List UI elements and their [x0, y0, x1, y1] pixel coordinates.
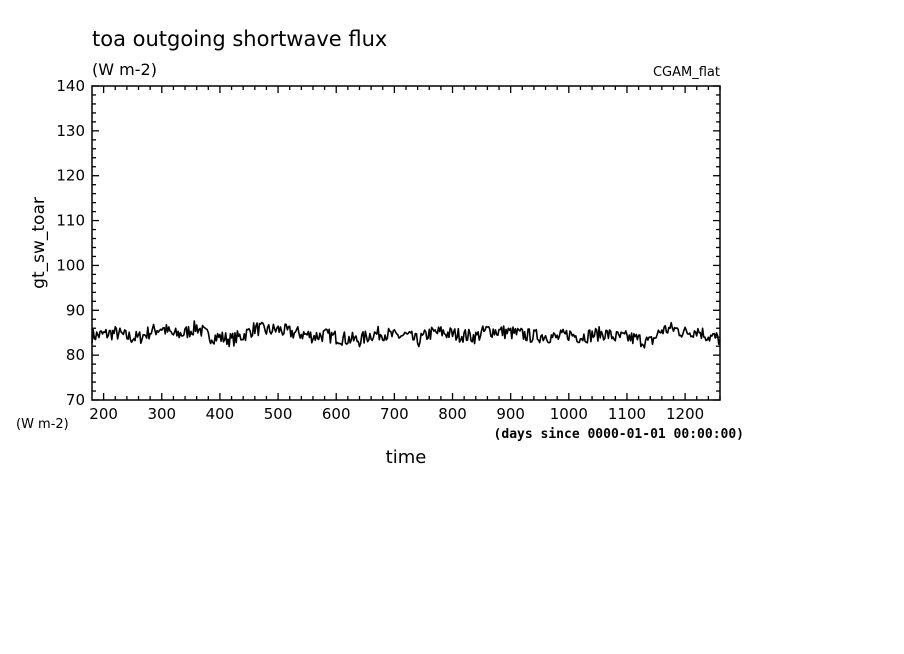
axis-ticks: [92, 85, 721, 401]
series-line: [91, 320, 721, 349]
chart-subtitle: (W m-2): [92, 60, 157, 79]
y-tick-label: 100: [56, 256, 85, 274]
x-tick-label: 300: [147, 405, 176, 423]
x-tick-label: 900: [496, 405, 525, 423]
x-tick-label: 700: [380, 405, 409, 423]
chart-title: toa outgoing shortwave flux: [92, 27, 387, 51]
x-tick-labels: 200 300 400 500 600 700 800 900 1000 1100 1200: [89, 405, 704, 423]
x-tick-label: 800: [438, 405, 467, 423]
y-tick-label: 80: [66, 346, 85, 364]
x-tick-label: 200: [89, 405, 118, 423]
y-tick-label: 140: [56, 77, 85, 95]
plot-frame: [91, 85, 721, 401]
x-tick-label: 500: [264, 405, 293, 423]
y-tick-label: 70: [66, 391, 85, 409]
run-label: CGAM_flat: [653, 65, 720, 80]
x-tick-label: 1200: [666, 405, 704, 423]
x-tick-label: 400: [206, 405, 235, 423]
x-tick-label: 1100: [608, 405, 646, 423]
x-units-label: (days since 0000-01-01 00:00:00): [494, 427, 744, 442]
y-tick-label: 90: [66, 301, 85, 319]
y-axis-label: gt_sw_toar: [29, 197, 49, 289]
y-tick-labels: 70 80 90 100 110 120 130 140: [56, 77, 85, 409]
y-units-label: (W m-2): [16, 417, 69, 432]
y-tick-label: 120: [56, 167, 85, 185]
y-tick-label: 130: [56, 122, 85, 140]
x-tick-label: 1000: [550, 405, 588, 423]
x-axis-label: time: [386, 447, 427, 468]
x-tick-label: 600: [322, 405, 351, 423]
y-tick-label: 110: [56, 212, 85, 230]
